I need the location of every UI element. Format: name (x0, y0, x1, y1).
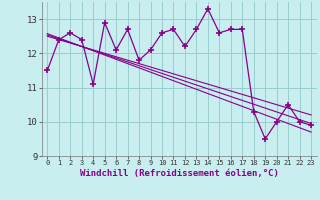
X-axis label: Windchill (Refroidissement éolien,°C): Windchill (Refroidissement éolien,°C) (80, 169, 279, 178)
